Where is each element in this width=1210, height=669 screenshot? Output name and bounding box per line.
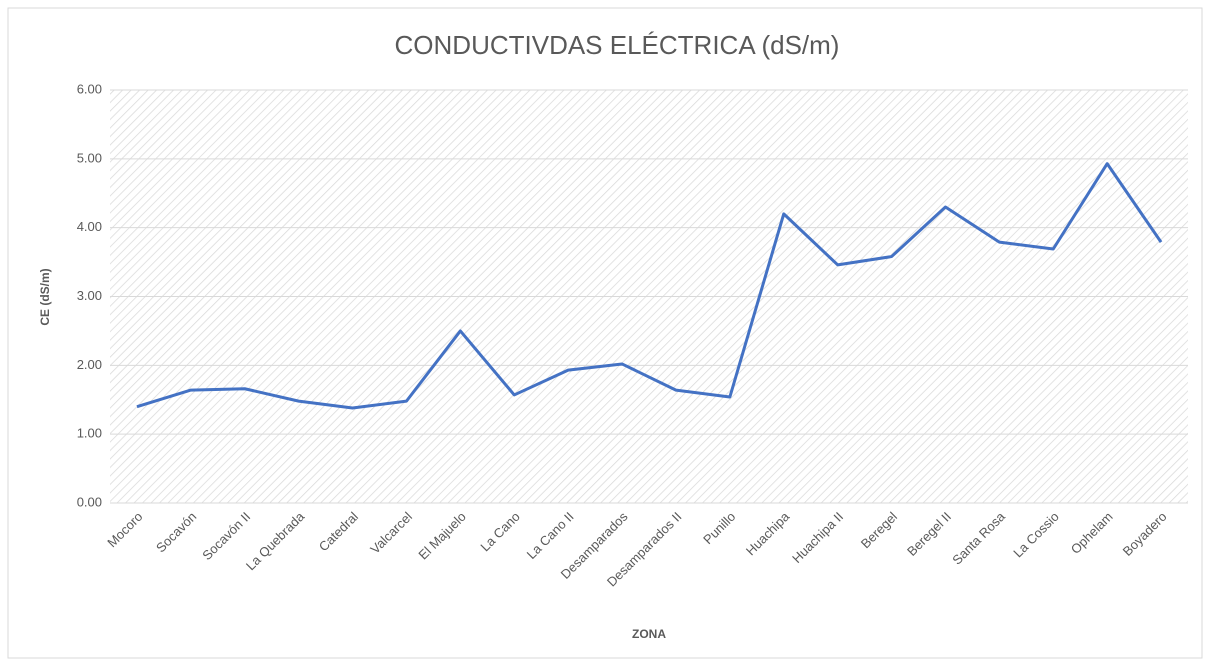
chart-title: CONDUCTIVDAS ELÉCTRICA (dS/m) — [395, 30, 840, 60]
y-tick-label: 5.00 — [77, 150, 102, 165]
y-tick-label: 0.00 — [77, 494, 102, 509]
y-axis-title: CE (dS/m) — [38, 268, 52, 325]
x-axis-title: ZONA — [632, 627, 666, 641]
y-tick-label: 6.00 — [77, 81, 102, 96]
data-line — [136, 162, 1163, 410]
y-tick-label: 3.00 — [77, 288, 102, 303]
y-tick-label: 2.00 — [77, 357, 102, 372]
y-tick-label: 4.00 — [77, 219, 102, 234]
y-tick-label: 1.00 — [77, 426, 102, 441]
